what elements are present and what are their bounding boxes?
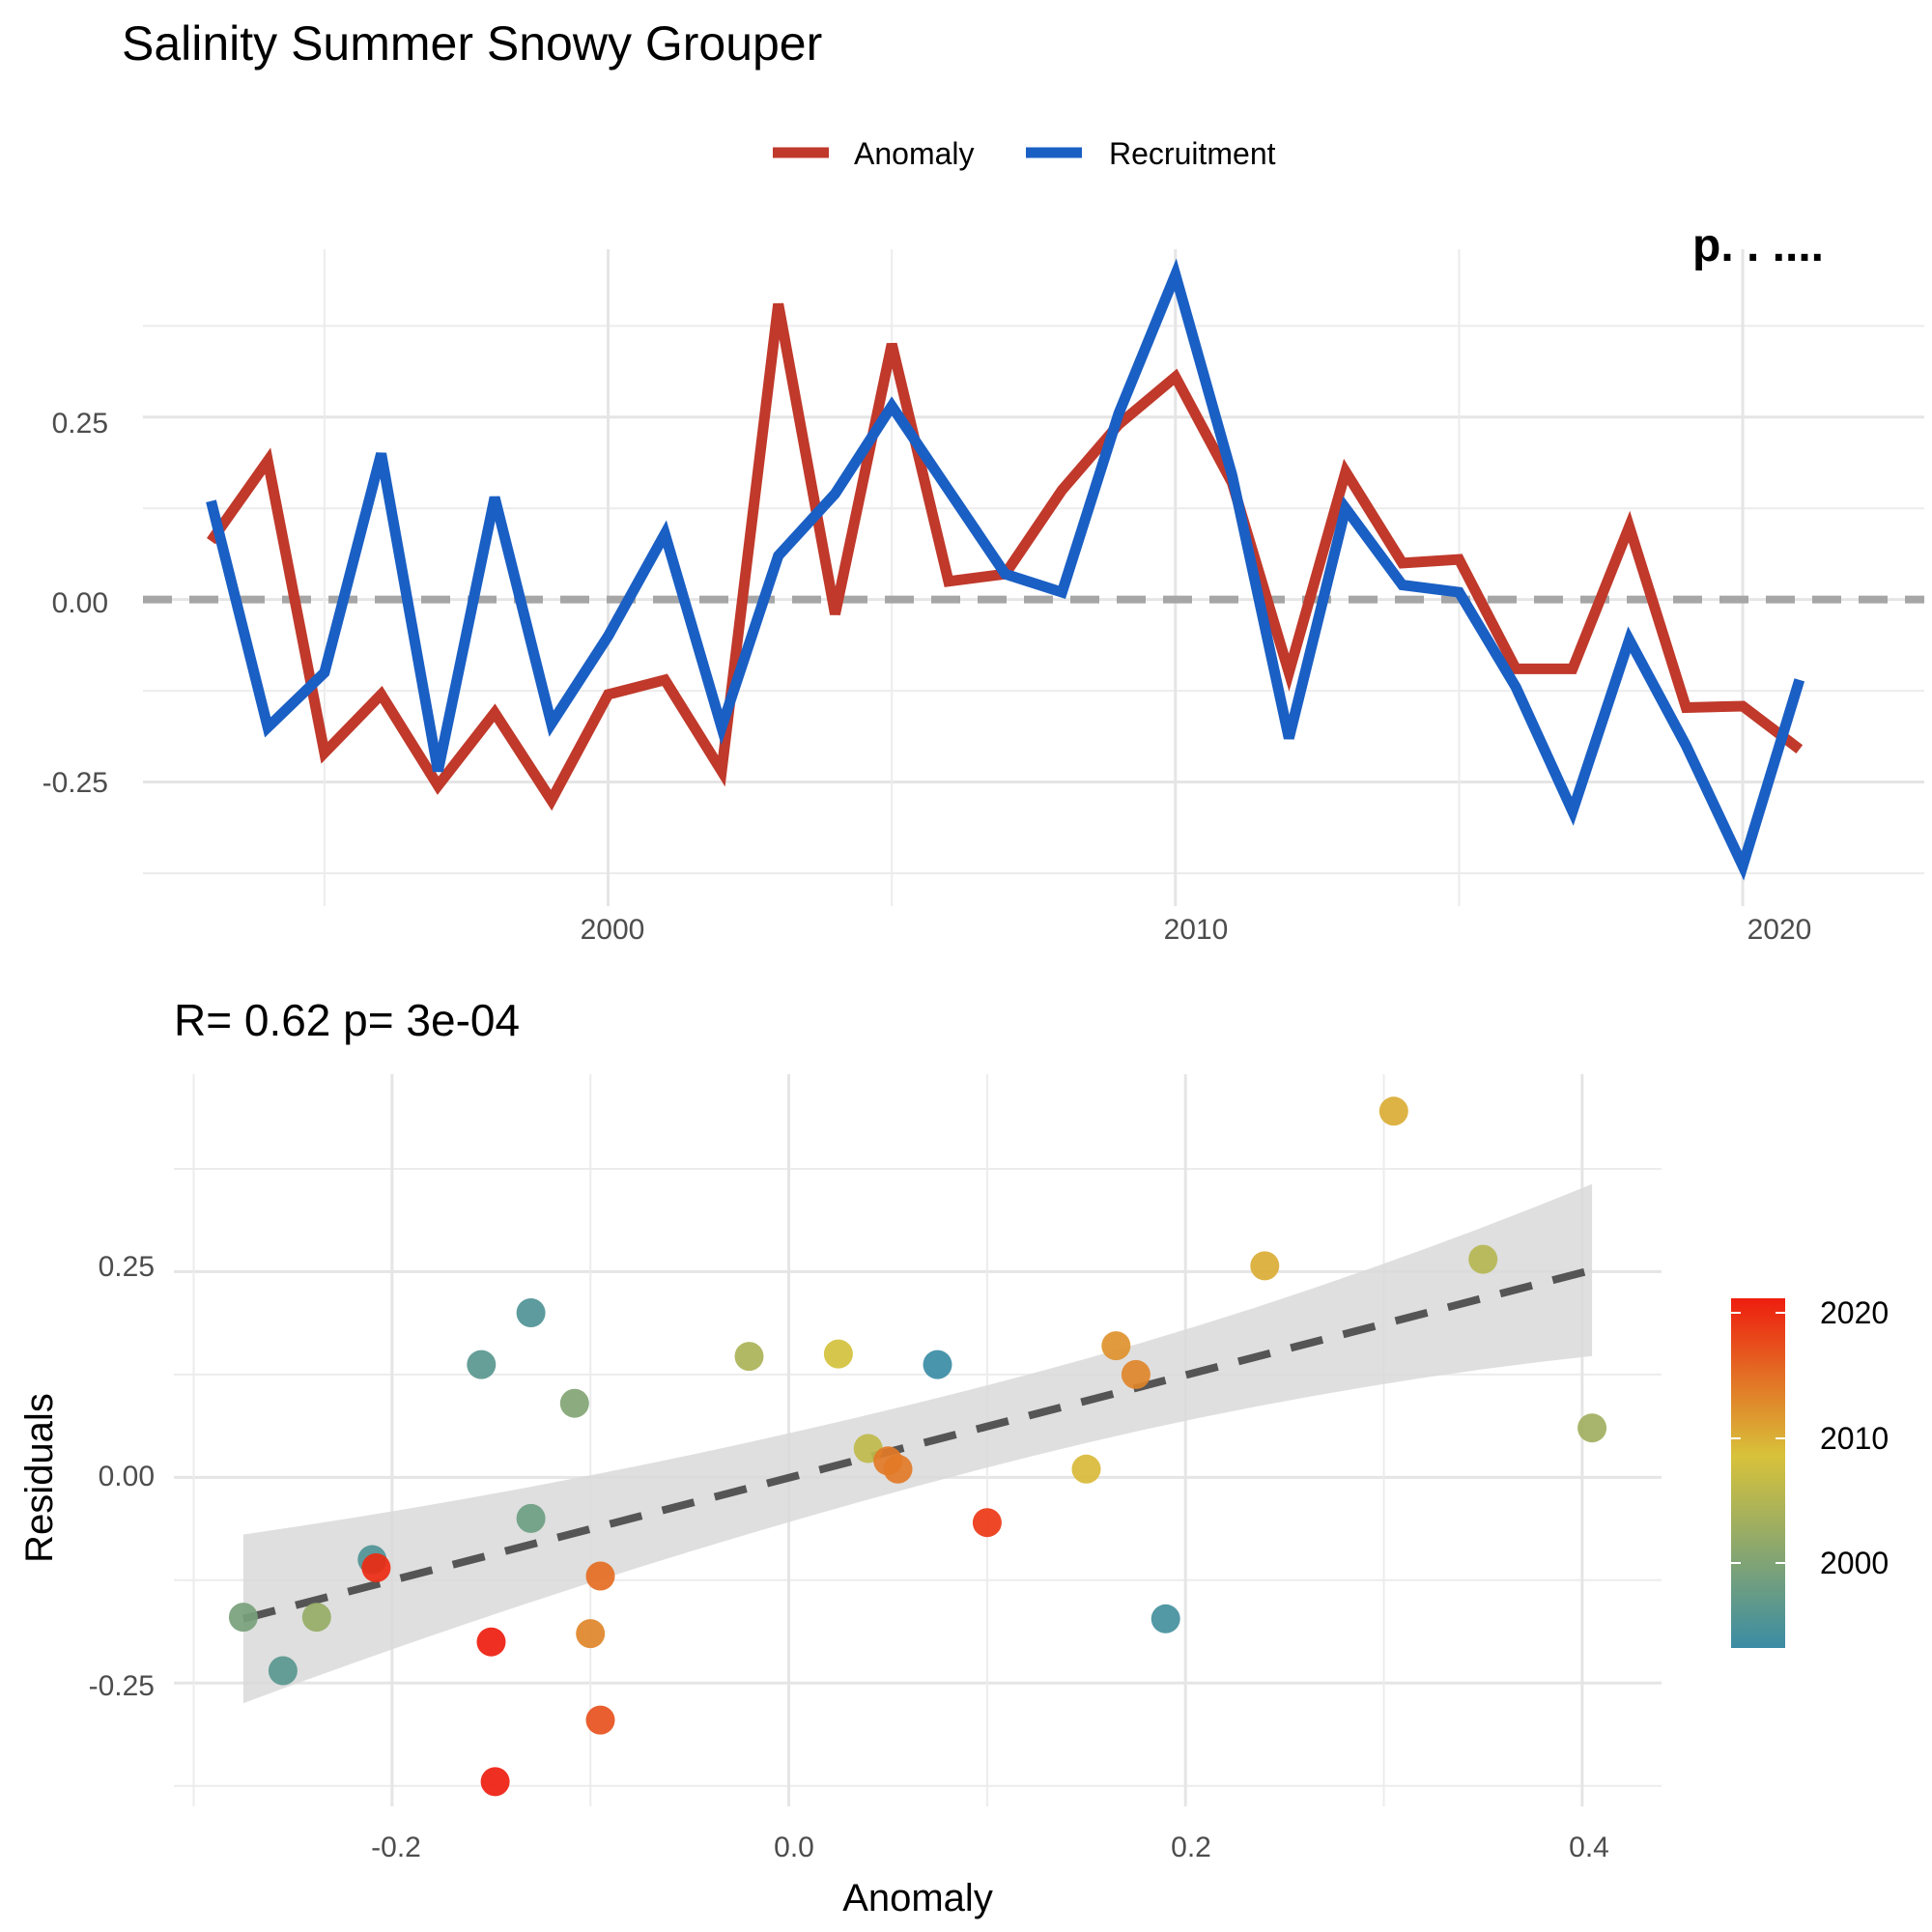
scatter-point [1151, 1604, 1180, 1634]
scatter-point [1250, 1251, 1280, 1281]
colorbar [1731, 1298, 1785, 1648]
timeseries-y-ticks: 0.25 0.00 -0.25 [43, 408, 108, 799]
scatter-point [734, 1342, 764, 1372]
legend-anomaly-label: Anomaly [854, 136, 975, 171]
sc-ytick--0.25: -0.25 [89, 1670, 155, 1702]
scatter-point [823, 1339, 853, 1369]
scatter-point [1468, 1244, 1498, 1274]
colorbar-ticks: 2020 2010 2000 [1731, 1295, 1889, 1580]
legend-recruitment-label: Recruitment [1109, 136, 1276, 171]
scatter-point [480, 1767, 510, 1797]
timeseries-panel: 0.25 0.00 -0.25 2000 2010 2020 p. . .... [43, 220, 1924, 946]
sc-xtick-0.2: 0.2 [1171, 1832, 1211, 1863]
scatter-point [361, 1553, 391, 1582]
scatter-points [228, 1096, 1607, 1797]
scatter-point [576, 1619, 606, 1649]
scatter-point [516, 1298, 546, 1327]
colorbar-label-2010: 2010 [1820, 1421, 1889, 1456]
ts-xtick-2020: 2020 [1747, 914, 1812, 946]
scatter-point [1577, 1413, 1607, 1443]
scatter-point [301, 1603, 331, 1633]
legend: Anomaly Recruitment [773, 136, 1276, 171]
ts-xtick-2010: 2010 [1164, 914, 1229, 946]
sc-xtick-0.4: 0.4 [1569, 1832, 1609, 1863]
series-line-recruitment [206, 258, 1805, 881]
ts-ytick--0.25: -0.25 [43, 767, 108, 799]
scatter-y-ticks: 0.25 0.00 -0.25 [89, 1251, 155, 1702]
timeseries-corner-label: p. . .... [1692, 220, 1824, 271]
scatter-point [972, 1508, 1002, 1538]
y-axis-title: Residuals [18, 1393, 61, 1563]
timeseries-x-ticks: 2000 2010 2020 [581, 914, 1812, 946]
sc-ytick-0.00: 0.00 [99, 1461, 155, 1492]
scatter-point [228, 1603, 258, 1633]
scatter-point [268, 1656, 298, 1686]
confidence-ribbon [242, 1183, 1593, 1704]
ts-ytick-0.25: 0.25 [52, 408, 108, 440]
scatter-point [585, 1561, 615, 1591]
scatter-point [559, 1388, 589, 1418]
ts-xtick-2000: 2000 [581, 914, 645, 946]
regression-line [242, 1265, 1594, 1623]
scatter-point [1101, 1331, 1131, 1361]
chart-title: Salinity Summer Snowy Grouper [122, 16, 822, 71]
scatter-point [1121, 1359, 1151, 1389]
colorbar-label-2020: 2020 [1820, 1295, 1889, 1330]
colorbar-label-2000: 2000 [1820, 1546, 1889, 1580]
ts-ytick-0.00: 0.00 [52, 587, 108, 619]
scatter-stats-label: R= 0.62 p= 3e-04 [174, 995, 520, 1045]
scatter-panel: R= 0.62 p= 3e-04 0.25 0.00 -0.25 -0.2 0.… [18, 995, 1889, 1919]
scatter-point [585, 1705, 615, 1735]
scatter-point [883, 1454, 913, 1484]
scatter-point [467, 1350, 497, 1379]
scatter-point [516, 1503, 546, 1533]
sc-xtick--0.2: -0.2 [371, 1832, 421, 1863]
scatter-point [1378, 1096, 1408, 1126]
scatter-point [476, 1627, 506, 1657]
timeseries-lines [206, 258, 1805, 881]
x-axis-title: Anomaly [842, 1877, 993, 1919]
sc-xtick-0.0: 0.0 [774, 1832, 814, 1863]
scatter-point [1071, 1454, 1101, 1484]
sc-ytick-0.25: 0.25 [99, 1251, 155, 1283]
scatter-point [923, 1350, 952, 1379]
scatter-x-ticks: -0.2 0.0 0.2 0.4 [371, 1832, 1609, 1863]
